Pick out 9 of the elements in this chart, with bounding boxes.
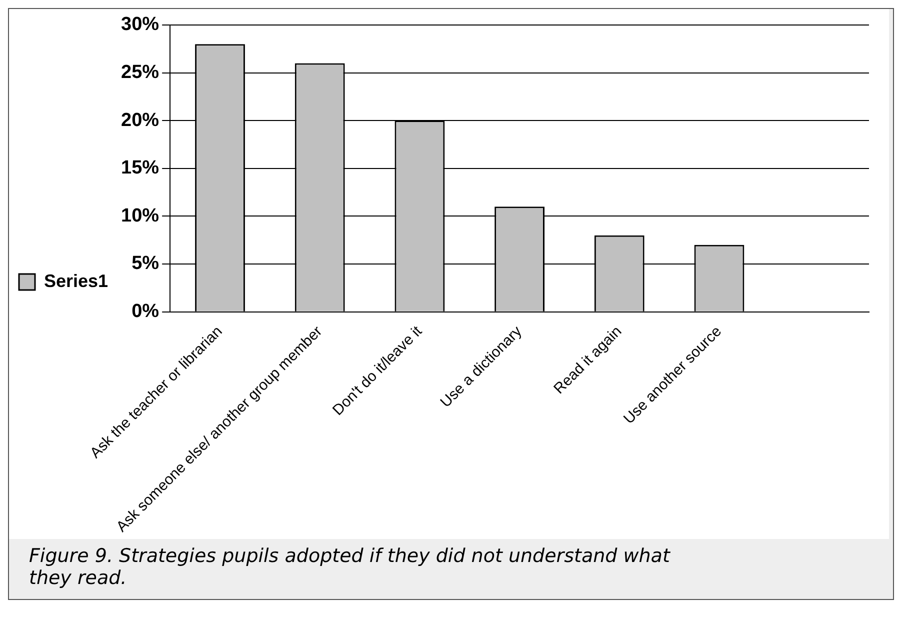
y-tick-label: 10%: [121, 205, 160, 226]
y-tick-label: 5%: [132, 253, 160, 274]
y-tick-label: 30%: [121, 14, 160, 36]
y-tick-label: 25%: [121, 62, 160, 84]
legend-label: Series1: [44, 270, 108, 291]
y-tick-label: 20%: [121, 110, 160, 131]
caption: Figure 9. Strategies pupils adopted if they did not understand what they read.: [28, 544, 672, 591]
y-tick-label: 15%: [121, 158, 160, 179]
y-tick-label: 0%: [132, 301, 160, 322]
